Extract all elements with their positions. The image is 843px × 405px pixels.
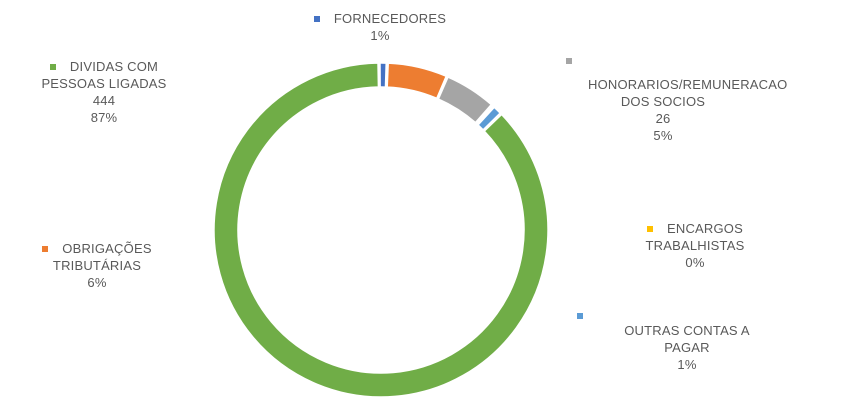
label-outras-pct: 1% xyxy=(677,357,697,372)
legend-swatch-fornecedores xyxy=(313,15,320,22)
legend-swatch-encargos xyxy=(646,225,653,232)
donut-slice-outras-contas-a-pagar xyxy=(476,106,502,131)
label-encargos: ENCARGOS TRABALHISTAS 0% xyxy=(620,220,770,271)
label-fornecedores-pct: 1% xyxy=(370,28,390,43)
label-outras-name-1: OUTRAS CONTAS A xyxy=(624,323,750,338)
label-encargos-pct: 0% xyxy=(685,255,705,270)
legend-swatch-outras xyxy=(577,313,583,319)
label-fornecedores: FORNECEDORES 1% xyxy=(290,10,470,44)
label-honorarios-pct: 5% xyxy=(653,128,673,143)
label-obrigacoes-name-1: OBRIGAÇÕES xyxy=(62,241,152,256)
label-honorarios-name-2: DOS SOCIOS xyxy=(620,94,706,109)
label-honorarios-value: 26 xyxy=(655,111,671,126)
label-obrigacoes-name-2: TRIBUTÁRIAS xyxy=(52,258,142,273)
donut-slice-dividas-com-pessoas-ligadas xyxy=(213,62,549,398)
legend-swatch-honorarios xyxy=(566,58,572,64)
label-encargos-name-2: TRABALHISTAS xyxy=(645,238,745,253)
legend-swatch-dividas xyxy=(49,63,56,70)
donut-slice-honorarios-remuneracao-dos-socios xyxy=(437,76,493,124)
label-obrigacoes: OBRIGAÇÕES TRIBUTÁRIAS 6% xyxy=(22,240,172,291)
donut-slice-fornecedores xyxy=(379,62,387,88)
label-dividas-value: 444 xyxy=(92,93,116,108)
legend-swatch-obrigacoes xyxy=(42,245,49,252)
donut-slice-obrigacoes-tributarias xyxy=(386,62,448,100)
label-dividas-name-2: PESSOAS LIGADAS xyxy=(41,76,167,91)
label-dividas-name-1: DIVIDAS COM xyxy=(69,59,159,74)
label-obrigacoes-pct: 6% xyxy=(87,275,107,290)
label-dividas: DIVIDAS COM PESSOAS LIGADAS 444 87% xyxy=(0,58,208,126)
label-fornecedores-name: FORNECEDORES xyxy=(333,11,447,26)
label-dividas-pct: 87% xyxy=(90,110,118,125)
donut-slice-encargos-trabalhistas xyxy=(475,104,494,125)
label-encargos-name-1: ENCARGOS xyxy=(666,221,743,236)
label-honorarios-name-1: HONORARIOS/REMUNERACAO xyxy=(588,77,788,92)
label-outras-name-2: PAGAR xyxy=(664,340,710,355)
